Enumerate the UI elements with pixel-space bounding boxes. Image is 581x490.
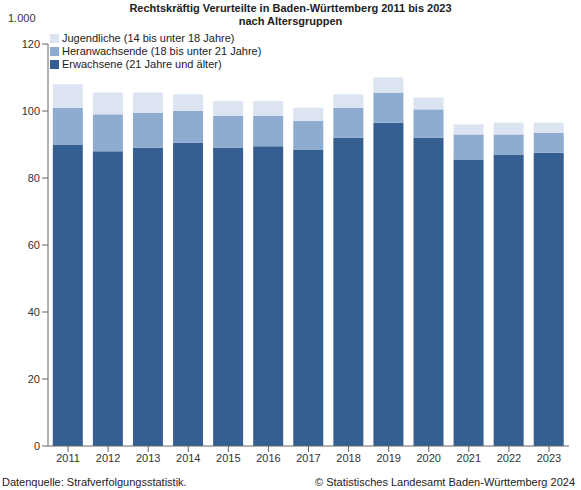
svg-text:2020: 2020 xyxy=(416,452,440,464)
svg-text:2023: 2023 xyxy=(537,452,561,464)
svg-text:2017: 2017 xyxy=(296,452,320,464)
svg-text:2022: 2022 xyxy=(497,452,521,464)
svg-text:2016: 2016 xyxy=(256,452,280,464)
svg-text:40: 40 xyxy=(28,306,40,318)
svg-text:2013: 2013 xyxy=(136,452,160,464)
svg-text:20: 20 xyxy=(28,373,40,385)
svg-text:2019: 2019 xyxy=(376,452,400,464)
svg-text:0: 0 xyxy=(34,440,40,452)
svg-text:100: 100 xyxy=(22,105,40,117)
html-text:Erwachsene (21 Jahre und älter: Erwachsene (21 Jahre und älter) xyxy=(62,58,222,70)
svg-text:2012: 2012 xyxy=(96,452,120,464)
html-text:Heranwachsende (18 bis unter 2: Heranwachsende (18 bis unter 21 Jahre) xyxy=(62,45,262,57)
svg-text:2021: 2021 xyxy=(457,452,481,464)
svg-text:2011: 2011 xyxy=(56,452,80,464)
html-text:Datenquelle: Strafverfolgungss: Datenquelle: Strafverfolgungsstatistik. xyxy=(2,476,187,488)
svg-text:2018: 2018 xyxy=(336,452,360,464)
svg-text:2014: 2014 xyxy=(176,452,200,464)
html-text:© Statistisches Landesamt Bade: © Statistisches Landesamt Baden-Württemb… xyxy=(315,476,575,488)
html-text:Rechtskräftig Verurteilte in B: Rechtskräftig Verurteilte in Baden-Württ… xyxy=(129,2,452,27)
html-text:Jugendliche (14 bis unter 18 J: Jugendliche (14 bis unter 18 Jahre) xyxy=(62,32,235,44)
svg-text:120: 120 xyxy=(22,38,40,50)
svg-text:60: 60 xyxy=(28,239,40,251)
svg-text:2015: 2015 xyxy=(216,452,240,464)
svg-text:80: 80 xyxy=(28,172,40,184)
html-text:1.000: 1.000 xyxy=(8,12,36,24)
